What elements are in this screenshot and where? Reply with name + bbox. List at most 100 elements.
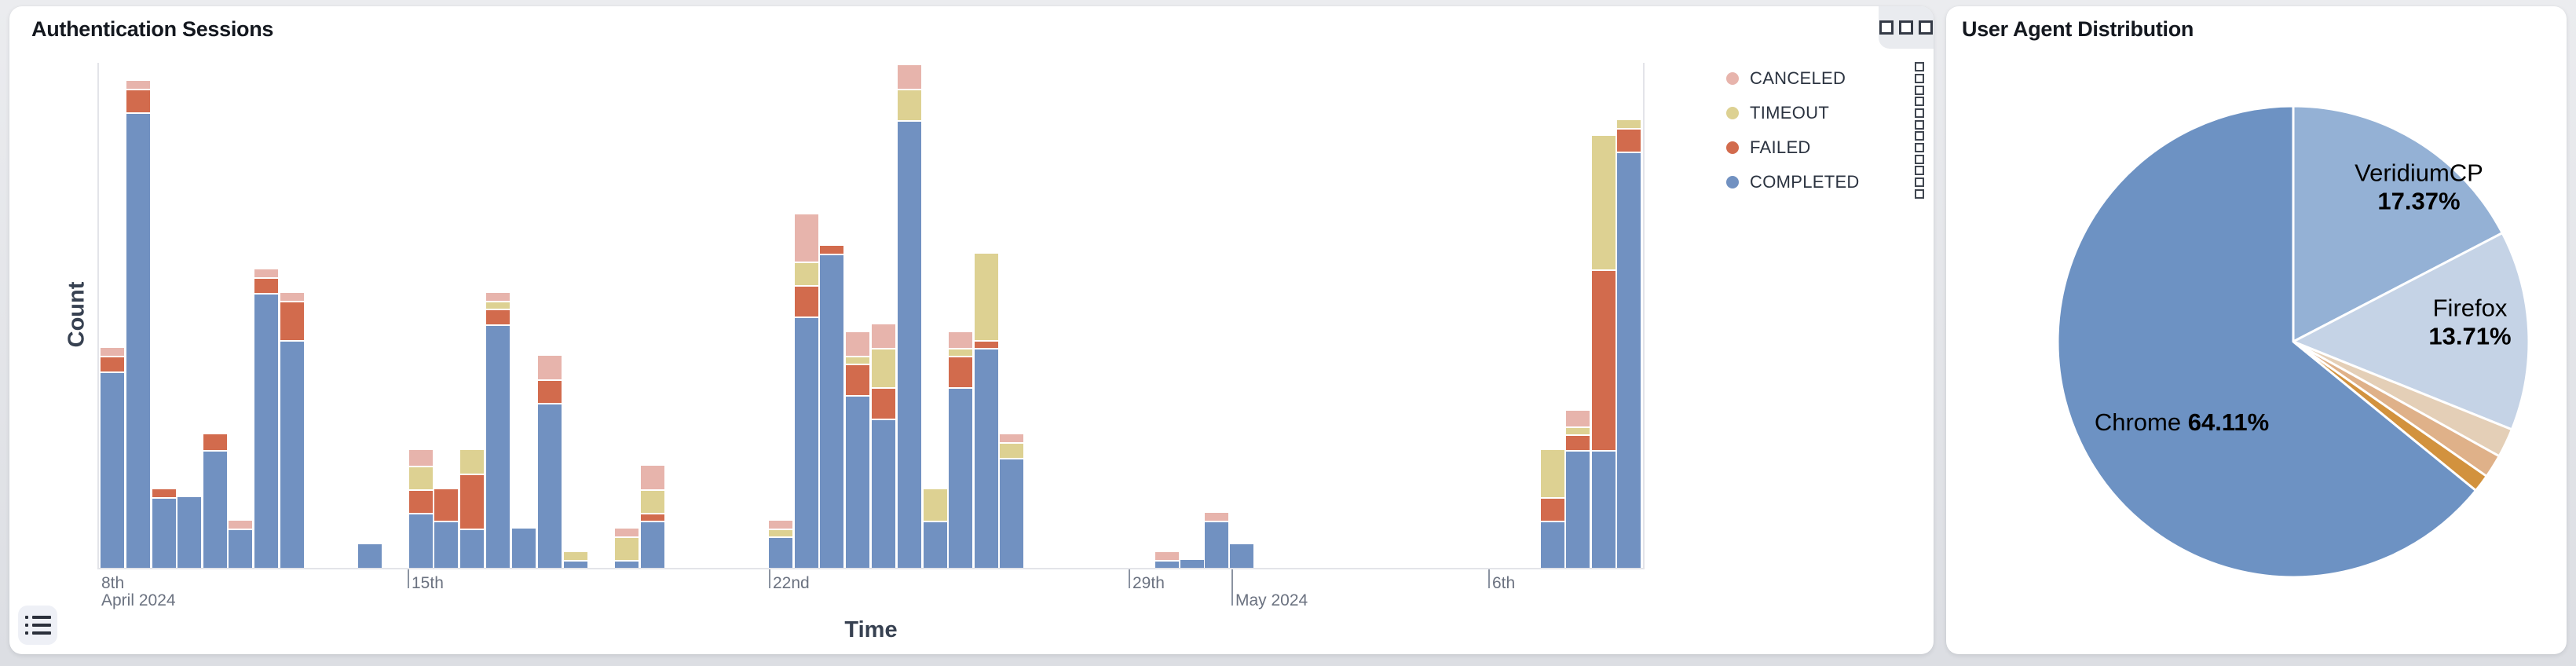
stacked-bar[interactable] [126,81,150,568]
bar-segment-completed [538,403,562,568]
stacked-bar[interactable] [152,489,176,568]
bar-segment-canceled [126,81,150,89]
bar-segment-failed [846,364,869,395]
x-tick-label: 6th [1492,574,1516,592]
stacked-bar[interactable] [538,356,562,568]
bar-segment-completed [1592,450,1615,568]
stacked-bar[interactable] [177,497,201,568]
stacked-bar[interactable] [512,529,536,568]
bar-segment-failed [641,513,664,521]
bar-segment-completed [1155,560,1179,568]
legend-label: TIMEOUT [1750,103,1830,123]
legend-item-canceled[interactable]: CANCELED [1726,61,1924,96]
bar-segment-completed [101,371,124,568]
legend-item-timeout[interactable]: TIMEOUT [1726,96,1924,130]
bar-segment-completed [615,560,639,568]
bar-segment-canceled [1205,513,1228,521]
stacked-bar[interactable] [1566,411,1590,568]
bar-segment-completed [434,521,458,568]
stacked-bar[interactable] [1230,544,1253,568]
stacked-bar[interactable] [820,246,843,568]
x-tick-mark [408,569,409,588]
pie-slice-veridiumcp[interactable] [2292,104,2504,343]
legend-item-completed[interactable]: COMPLETED [1726,165,1924,199]
stacked-bar[interactable] [949,332,972,568]
stacked-bar[interactable] [769,521,792,568]
stacked-bar[interactable] [924,489,947,568]
square-icon [1879,20,1894,35]
stacked-bar[interactable] [280,293,304,568]
stacked-bar[interactable] [1180,560,1204,568]
stacked-bar[interactable] [1592,136,1615,568]
bar-segment-completed [1000,458,1023,568]
y-axis-line [97,63,99,569]
stacked-bar[interactable] [460,450,484,568]
bar-segment-canceled [486,293,510,301]
stacked-bar[interactable] [434,489,458,568]
x-tick-label: 22nd [773,574,810,592]
bar-segment-timeout [615,536,639,560]
stacked-bar[interactable] [975,254,998,568]
stacked-bar[interactable] [641,466,664,568]
bar-segment-canceled [538,356,562,379]
stacked-bar[interactable] [1541,450,1564,568]
stacked-bar[interactable] [1617,120,1641,568]
bar-segment-failed [254,277,278,293]
bar-segment-timeout [1617,120,1641,128]
stacked-bar[interactable] [615,529,639,568]
drag-handle-icon[interactable] [1915,62,1924,95]
bar-segment-completed [1230,544,1253,568]
bar-segment-timeout [846,356,869,364]
legend-toggle-button[interactable] [18,606,57,645]
stacked-bar[interactable] [898,65,921,568]
stacked-bar[interactable] [1155,552,1179,568]
bar-segment-canceled [254,269,278,277]
bar-segment-completed [280,340,304,568]
legend-label: CANCELED [1750,68,1846,88]
x-tick-label: 15th [412,574,444,592]
bar-segment-completed [975,348,998,568]
bar-segment-completed [564,560,587,568]
bar-segment-completed [1541,521,1564,568]
drag-handle-icon[interactable] [1915,166,1924,199]
stacked-bar[interactable] [486,293,510,568]
bar-segment-failed [1541,497,1564,521]
legend-item-failed[interactable]: FAILED [1726,130,1924,165]
bar-segment-completed [924,521,947,568]
stacked-bar[interactable] [203,434,227,568]
bar-segment-completed [512,529,536,568]
bar-segment-completed [486,324,510,568]
x-tick-label: 29th [1132,574,1165,592]
bar-segment-timeout [460,450,484,474]
stacked-bar[interactable] [254,269,278,568]
stacked-bar[interactable] [795,214,818,568]
stacked-bar[interactable] [564,552,587,568]
pie-slice-firefox[interactable] [2292,232,2530,431]
stacked-bar[interactable] [409,450,433,568]
x-axis-line [97,568,1645,569]
stacked-bar[interactable] [1205,513,1228,568]
stacked-bar[interactable] [101,348,124,568]
stacked-bar[interactable] [1000,434,1023,568]
bar-segment-canceled [615,529,639,536]
bar-segment-timeout [1541,450,1564,497]
drag-handle-icon[interactable] [1915,97,1924,130]
pie-slice-chrome[interactable] [2056,104,2477,579]
stacked-bar[interactable] [358,544,382,568]
bar-segment-canceled [1566,411,1590,426]
bar-segment-timeout [898,89,921,120]
bar-segment-completed [460,529,484,568]
drag-handle-icon[interactable] [1915,131,1924,164]
bar-segment-failed [1592,269,1615,450]
bar-segment-failed [152,489,176,497]
bar-segment-completed [820,254,843,568]
bar-segment-failed [280,301,304,340]
stacked-bar[interactable] [846,332,869,568]
bar-segment-failed [975,340,998,348]
x-tick-mark [1488,569,1490,588]
bar-segment-canceled [1000,434,1023,442]
stacked-bar[interactable] [229,521,252,568]
panel-options-button[interactable] [1879,6,1934,49]
bar-segment-completed [254,293,278,568]
stacked-bar[interactable] [872,324,895,568]
